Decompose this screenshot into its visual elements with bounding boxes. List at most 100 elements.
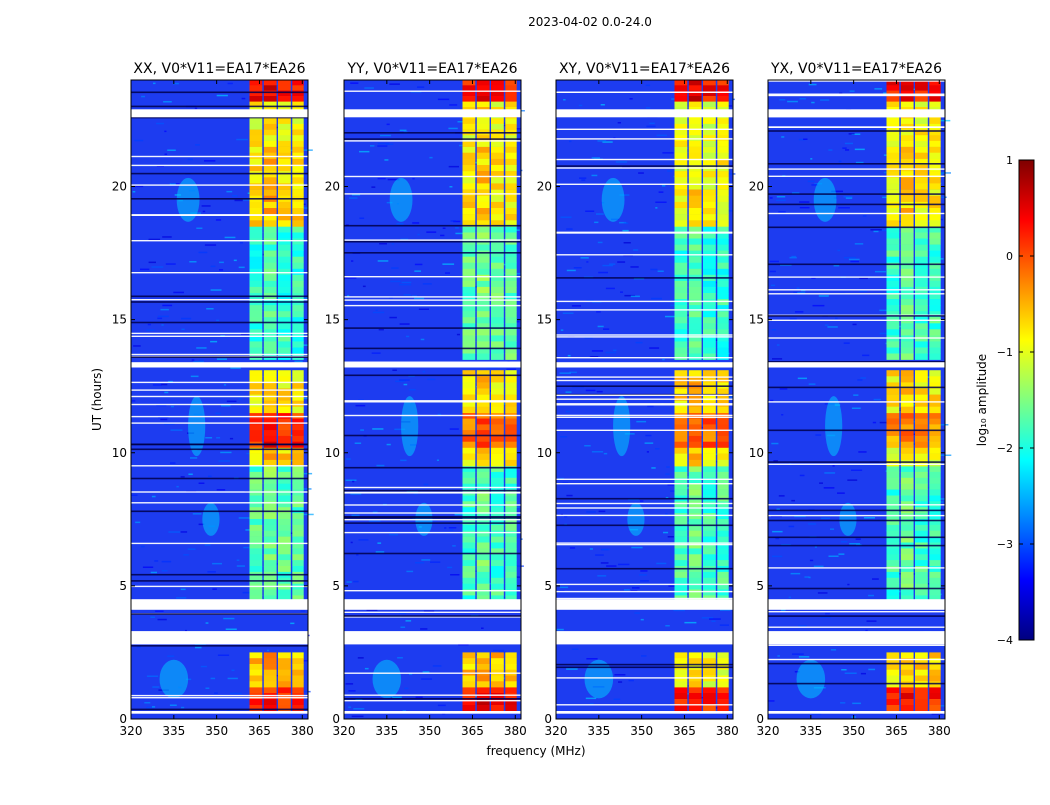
band-cell — [491, 323, 504, 330]
band-cell — [886, 195, 900, 203]
noise-cell — [444, 527, 447, 529]
band-cell — [505, 171, 517, 178]
band-cell — [688, 280, 702, 288]
band-cell — [674, 513, 688, 520]
band-cell — [900, 250, 914, 257]
flagged-gap — [344, 599, 521, 610]
band-cell — [900, 165, 914, 172]
band-cell — [249, 238, 263, 245]
band-cell — [292, 430, 304, 437]
band-cell — [462, 189, 476, 196]
flag-stripe — [556, 183, 733, 185]
band-cell — [292, 560, 304, 567]
band-cell — [688, 323, 702, 330]
band-cell — [292, 483, 304, 490]
band-cell — [688, 129, 702, 136]
noise-cell — [215, 412, 221, 415]
noise-cell — [830, 528, 835, 530]
band-cell — [674, 80, 688, 86]
band-cell — [462, 554, 476, 561]
band-cell — [249, 341, 263, 348]
noise-cell — [866, 620, 877, 622]
noise-cell — [591, 350, 603, 352]
noise-cell — [854, 243, 864, 245]
band-cell — [703, 430, 716, 437]
noise-cell — [190, 457, 198, 459]
band-cell — [505, 471, 517, 479]
band-cell — [915, 189, 928, 196]
band-cell — [462, 471, 476, 479]
figure-suptitle: 2023-04-02 0.0-24.0 — [528, 15, 652, 29]
band-cell — [491, 453, 504, 461]
noise-cell — [649, 122, 655, 125]
band-cell — [292, 489, 304, 496]
flag-stripe — [768, 626, 945, 628]
band-cell — [249, 589, 263, 596]
noise-cell — [187, 158, 193, 161]
band-cell — [688, 530, 702, 537]
noise-cell — [569, 547, 576, 549]
band-cell — [292, 382, 304, 389]
flag-stripe — [344, 299, 521, 301]
dark-stripe — [556, 666, 733, 669]
band-cell — [688, 80, 702, 86]
band-cell — [915, 687, 928, 694]
band-cell — [674, 146, 688, 153]
band-cell — [278, 220, 291, 227]
band-cell — [278, 214, 291, 221]
band-cell — [717, 577, 729, 584]
colorbar-tick-label: −2 — [997, 442, 1013, 455]
band-cell — [900, 135, 914, 142]
band-cell — [462, 226, 476, 233]
band-cell — [476, 341, 490, 348]
noise-cell — [392, 369, 397, 371]
band-cell — [249, 250, 263, 257]
noise-cell — [640, 580, 649, 582]
noise-cell — [181, 706, 185, 709]
noise-cell — [853, 394, 859, 396]
dark-stripe — [556, 385, 733, 387]
noise-cell — [417, 233, 420, 236]
noise-cell — [862, 354, 870, 357]
band-cell — [491, 524, 504, 532]
band-cell — [717, 418, 729, 425]
band-cell — [915, 524, 928, 532]
band-cell — [900, 146, 914, 153]
band-cell — [505, 400, 517, 407]
band-cell — [929, 388, 941, 395]
band-cell — [900, 435, 914, 442]
noise-cell — [412, 295, 418, 297]
band-cell — [674, 571, 688, 579]
band-cell — [674, 177, 688, 184]
band-cell — [263, 286, 277, 294]
band-cell — [491, 208, 504, 215]
band-cell — [886, 705, 900, 712]
noise-cell — [227, 677, 238, 680]
noise-cell — [227, 82, 233, 85]
band-cell — [249, 542, 263, 549]
y-tick-label: 0 — [756, 712, 764, 726]
flag-stripe — [556, 414, 733, 417]
band-cell — [505, 341, 517, 348]
band-cell — [929, 519, 941, 526]
band-cell — [900, 353, 914, 360]
flag-stripe — [344, 590, 521, 592]
rfi-blob — [372, 659, 402, 699]
band-cell — [915, 226, 928, 233]
band-cell — [491, 311, 504, 318]
band-cell — [703, 177, 716, 184]
band-cell — [263, 483, 277, 490]
noise-cell — [210, 677, 216, 680]
band-cell — [462, 435, 476, 442]
y-tick-label: 20 — [537, 180, 552, 194]
band-cell — [929, 311, 941, 318]
band-cell — [717, 286, 729, 294]
band-cell — [674, 435, 688, 442]
band-cell — [717, 447, 729, 454]
band-cell — [900, 418, 914, 425]
band-cell — [292, 286, 304, 294]
band-cell — [900, 299, 914, 306]
band-cell — [505, 256, 517, 264]
noise-cell — [600, 104, 605, 106]
